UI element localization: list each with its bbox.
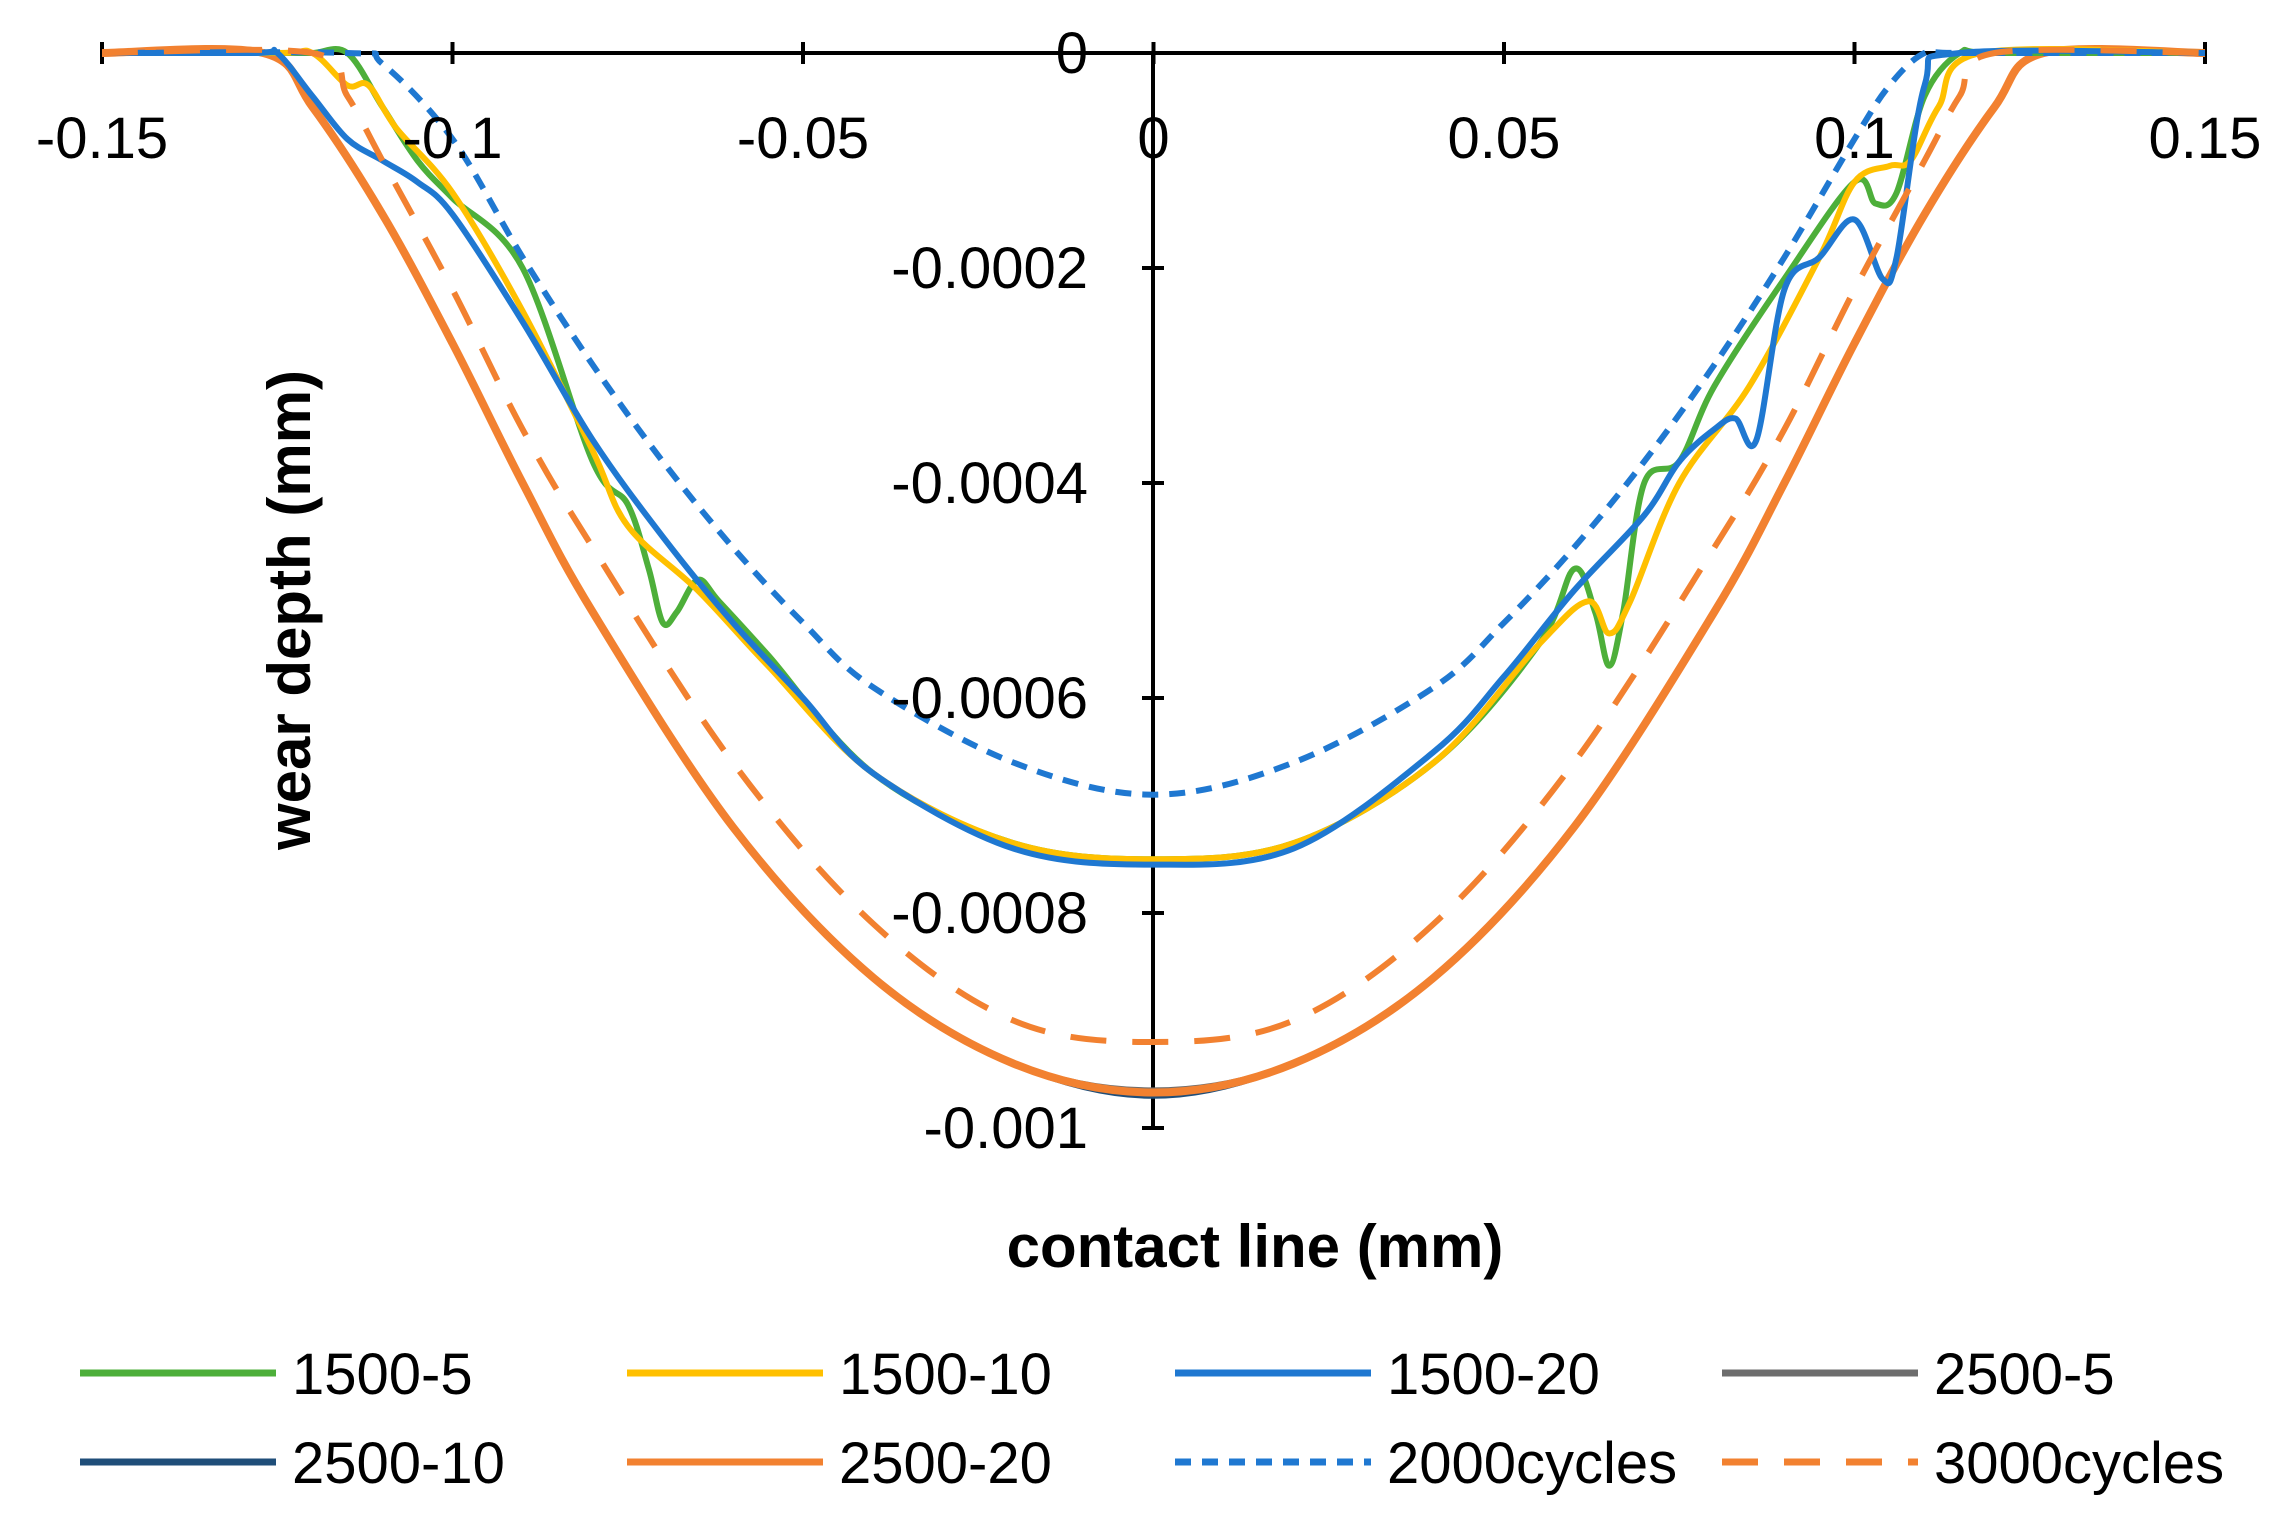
x-tick-label: -0.15 — [36, 106, 168, 171]
legend-label: 2000cycles — [1387, 1431, 1677, 1496]
legend-label: 1500-20 — [1387, 1342, 1600, 1407]
legend: 1500-5 1500-10 1500-20 2500-5 2500-10 2500-20… — [80, 1342, 2224, 1496]
legend-label: 2500-20 — [839, 1431, 1052, 1496]
legend-label: 2500-10 — [292, 1431, 505, 1496]
y-tick-label: -0.0008 — [891, 881, 1088, 946]
legend-label: 1500-10 — [839, 1342, 1052, 1407]
tick-labels: -0.15 -0.1 -0.05 0 0.05 0.1 0.15 0 -0.0002 -0.000… — [36, 21, 2262, 1161]
y-tick-label: -0.001 — [924, 1096, 1088, 1161]
x-tick-label: 0.1 — [1814, 106, 1895, 171]
x-tick-label: 0 — [1137, 106, 1169, 171]
series-line-1500-20 — [102, 46, 2206, 868]
y-axis-title: wear depth (mm) — [256, 370, 323, 851]
series-line-2500-20 — [101, 45, 2206, 1097]
axes — [100, 42, 2207, 1130]
y-tick-label: -0.0004 — [891, 451, 1088, 516]
series-line-3000cycles — [101, 46, 2206, 1045]
series-line-1500-10 — [102, 46, 2206, 863]
legend-label: 3000cycles — [1934, 1431, 2224, 1496]
y-tick-label: -0.0006 — [891, 666, 1088, 731]
legend-label: 2500-5 — [1934, 1342, 2115, 1407]
plot-area — [101, 45, 2206, 1099]
legend-label: 1500-5 — [292, 1342, 473, 1407]
x-tick-label: -0.1 — [403, 106, 503, 171]
series-line-2000cycles — [101, 47, 2205, 798]
x-tick-label: 0.05 — [1448, 106, 1561, 171]
x-tick-label: 0.15 — [2149, 106, 2262, 171]
y-tick-label: 0 — [1056, 21, 1088, 86]
y-tick-label: -0.0002 — [891, 236, 1088, 301]
x-tick-label: -0.05 — [737, 106, 869, 171]
x-axis-title: contact line (mm) — [1007, 1213, 1504, 1280]
